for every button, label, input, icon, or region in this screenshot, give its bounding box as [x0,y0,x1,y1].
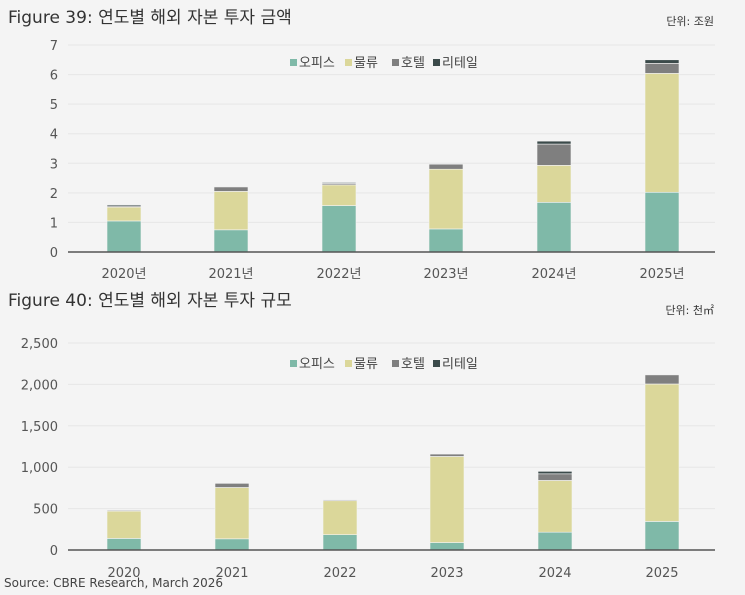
bar-오피스-2020 [107,538,141,550]
bar-호텔-2025 [645,375,679,384]
legend-label: 리테일 [442,357,478,372]
bar-호텔-2021년 [214,187,248,191]
y-tick-label: 0 [50,246,58,261]
legend-swatch-오피스 [290,59,297,66]
x-tick-label: 2022년 [316,267,361,282]
bar-물류-2024년 [537,165,571,202]
bar-오피스-2024년 [537,202,571,252]
y-tick-label: 1 [50,216,58,231]
y-tick-label: 500 [33,503,58,518]
x-tick-label: 2020 [107,566,140,581]
bar-오피스-2025년 [645,192,679,252]
legend-label: 호텔 [401,357,425,372]
bar-물류-2020년 [107,207,141,221]
bar-물류-2022년 [322,185,356,206]
bar-호텔-2023 [430,454,464,456]
bar-리테일-2024 [538,471,572,473]
bar-리테일-2022년 [322,183,356,184]
legend-label: 물류 [354,56,378,71]
bar-호텔-2025년 [645,63,679,73]
legend-swatch-리테일 [433,59,440,66]
legend-label: 오피스 [299,357,335,372]
chart2-title: Figure 40: 연도별 해외 자본 투자 규모 [8,291,292,311]
bar-리테일-2025년 [645,60,679,64]
x-tick-label: 2020년 [101,267,146,282]
bar-물류-2024 [538,480,572,532]
bar-오피스-2025 [645,521,679,550]
x-tick-label: 2025 [645,566,678,581]
bar-오피스-2020년 [107,221,141,252]
bar-호텔-2024년 [537,144,571,165]
bar-오피스-2023년 [429,229,463,252]
y-tick-label: 6 [50,69,58,84]
chart1-plot: 0 1 2 3 4 5 6 7 2020년 2021년 2022년 2023년 2024년 2025년 오피… [50,39,715,282]
chart2-plot: 0 500 1,000 1,500 2,000 2,500 2020 2021 2022 2023… [21,337,715,581]
bar-물류-2023 [430,456,464,542]
x-tick-label: 2024 [538,566,571,581]
x-tick-label: 2023년 [423,267,468,282]
legend-swatch-호텔 [392,360,399,367]
x-tick-label: 2023 [430,566,463,581]
x-tick-label: 2021 [215,566,248,581]
legend-label: 오피스 [299,56,335,71]
chart1-unit: 단위: 조원 [666,15,714,28]
legend-swatch-물류 [345,59,352,66]
y-tick-label: 5 [50,98,58,113]
x-tick-label: 2025년 [639,267,684,282]
legend-swatch-호텔 [392,59,399,66]
bar-호텔-2021 [215,483,249,487]
y-tick-label: 2,500 [21,337,58,352]
y-tick-label: 2,000 [21,378,58,393]
legend-label: 리테일 [442,56,478,71]
bar-호텔-2020 [107,510,141,511]
x-tick-label: 2024년 [531,267,576,282]
x-tick-label: 2021년 [208,267,253,282]
legend-label: 물류 [354,357,378,372]
bar-물류-2020 [107,511,141,538]
legend-swatch-오피스 [290,360,297,367]
bar-오피스-2021년 [214,230,248,252]
bar-호텔-2024 [538,474,572,481]
legend-label: 호텔 [401,56,425,71]
y-tick-label: 0 [50,544,58,559]
y-tick-label: 1,000 [21,461,58,476]
bar-물류-2025년 [645,73,679,192]
y-tick-label: 4 [50,128,58,143]
bar-리테일-2024년 [537,141,571,144]
chart2-unit: 단위: 천㎡ [665,303,714,317]
bar-리테일-2020년 [107,205,141,206]
bar-물류-2023년 [429,169,463,229]
bar-물류-2025 [645,384,679,521]
bar-물류-2021 [215,487,249,538]
y-tick-label: 7 [50,39,58,54]
y-tick-label: 3 [50,157,58,172]
bar-물류-2021년 [214,191,248,229]
bar-호텔-2023년 [429,164,463,169]
bar-오피스-2021 [215,539,249,550]
y-tick-label: 2 [50,187,58,202]
bar-오피스-2023 [430,543,464,550]
bar-오피스-2022년 [322,206,356,252]
chart1-title: Figure 39: 연도별 해외 자본 투자 금액 [8,8,292,28]
y-tick-label: 1,500 [21,420,58,435]
bar-물류-2022 [323,501,357,535]
legend-swatch-리테일 [433,360,440,367]
bar-호텔-2022 [323,500,357,501]
legend-swatch-물류 [345,360,352,367]
x-tick-label: 2022 [323,566,356,581]
bar-오피스-2022 [323,535,357,550]
bar-오피스-2024 [538,532,572,550]
